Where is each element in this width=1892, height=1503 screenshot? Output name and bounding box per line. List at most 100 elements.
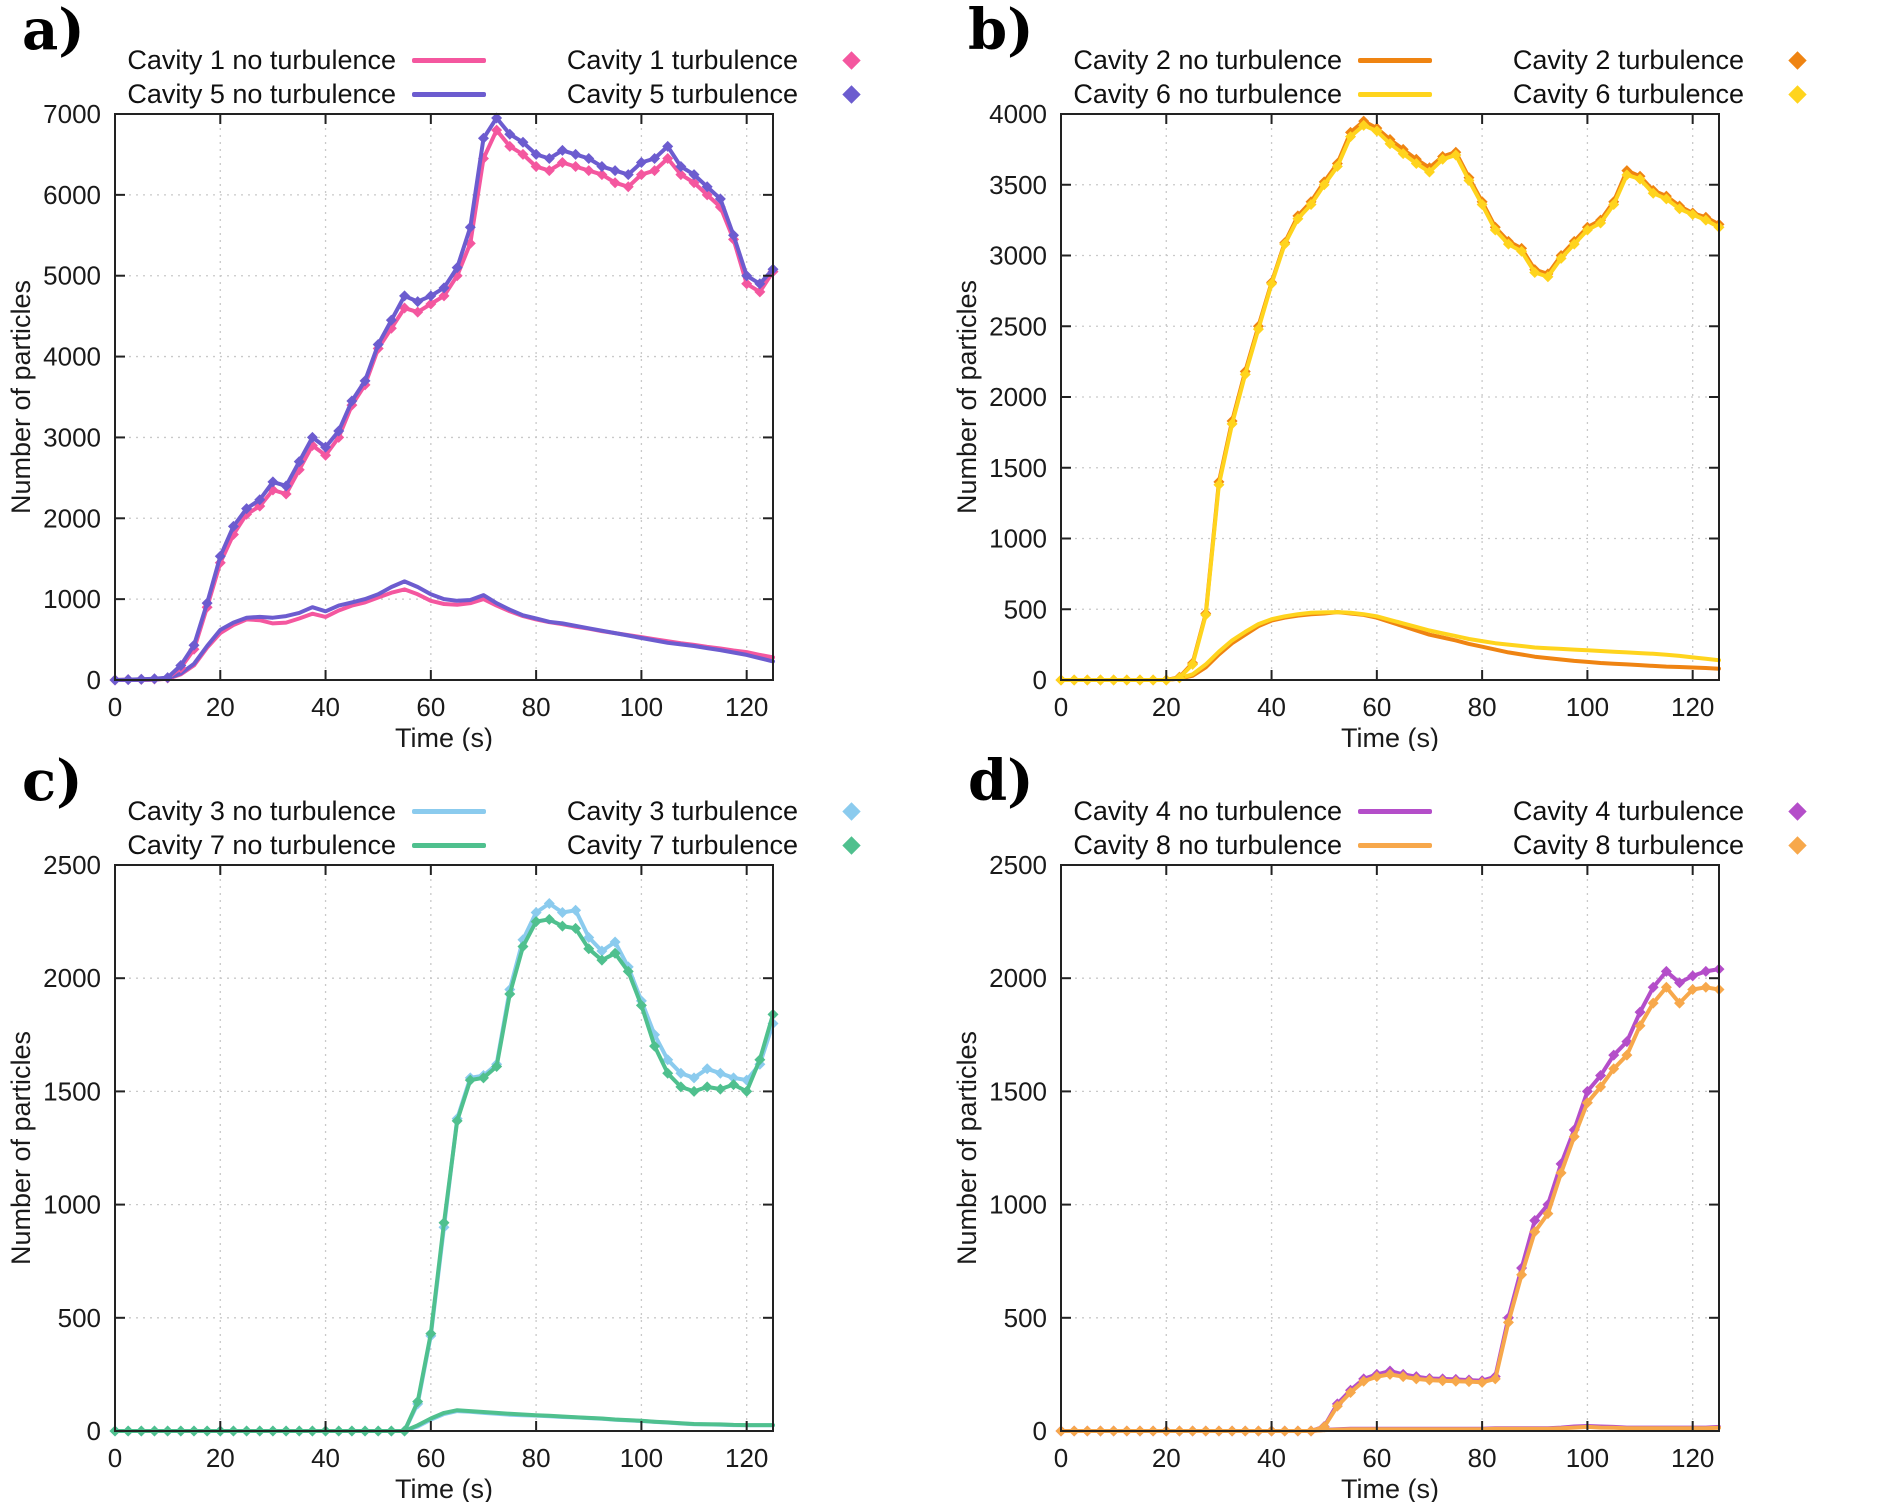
legend-c: Cavity 3 no turbulence Cavity 3 turbulenc… xyxy=(118,795,888,861)
diamond-marker-icon xyxy=(583,943,595,955)
x-tick-label: 20 xyxy=(1152,1443,1181,1473)
legend-line-swatch xyxy=(1358,91,1432,97)
diamond-marker-icon xyxy=(1252,323,1264,335)
legend-label: Cavity 7 no turbulence xyxy=(127,829,396,860)
y-tick-label: 2500 xyxy=(989,850,1047,880)
diamond-marker-icon xyxy=(675,1067,687,1079)
diamond-marker-icon xyxy=(1529,1214,1541,1226)
diamond-marker-icon xyxy=(1700,965,1712,977)
x-tick-label: 60 xyxy=(1362,692,1391,722)
diamond-marker-icon xyxy=(425,1328,437,1340)
diamond-marker-icon xyxy=(543,165,555,177)
y-tick-label: 5000 xyxy=(43,261,101,291)
diamond-marker-icon xyxy=(1200,609,1212,621)
diamond-marker-icon xyxy=(556,920,568,932)
x-tick-label: 80 xyxy=(522,692,551,722)
diamond-marker-icon xyxy=(293,456,305,468)
diamond-marker-icon xyxy=(543,152,555,164)
y-tick-label: 3000 xyxy=(43,422,101,452)
diamond-marker-icon xyxy=(1660,193,1672,205)
diamond-marker-icon xyxy=(570,922,582,934)
diamond-marker-icon xyxy=(596,169,608,181)
legend-item: Cavity 6 no turbulence xyxy=(1064,78,1432,110)
plot-border xyxy=(114,864,774,1432)
diamond-marker-icon xyxy=(412,306,424,318)
legend-label: Cavity 3 turbulence xyxy=(566,795,798,826)
legend-item: Cavity 7 turbulence xyxy=(520,829,888,861)
diamond-marker-icon xyxy=(662,140,674,152)
diamond-marker-icon xyxy=(649,152,661,164)
diamond-marker-icon xyxy=(280,480,292,492)
y-tick-label: 3000 xyxy=(989,241,1047,271)
x-tick-label: 60 xyxy=(1362,1443,1391,1473)
diamond-marker-icon xyxy=(1595,217,1607,229)
diamond-marker-icon xyxy=(491,112,503,124)
diamond-marker-icon xyxy=(517,934,529,946)
y-tick-label: 500 xyxy=(1004,594,1047,624)
diamond-marker-icon xyxy=(649,165,661,177)
diamond-marker-icon xyxy=(583,152,595,164)
x-tick-label: 100 xyxy=(620,692,663,722)
diamond-marker-icon xyxy=(1384,138,1396,150)
x-tick-label: 0 xyxy=(1054,1443,1068,1473)
diamond-marker-icon xyxy=(1187,658,1199,670)
diamond-marker-icon xyxy=(1279,238,1291,250)
plot-border xyxy=(1060,864,1720,1432)
diamond-marker-icon xyxy=(175,659,187,671)
diamond-marker-icon xyxy=(1529,1226,1541,1238)
diamond-marker-icon xyxy=(517,941,529,953)
diamond-marker-icon xyxy=(1568,238,1580,250)
y-tick-label: 2000 xyxy=(43,503,101,533)
diamond-marker-icon xyxy=(1621,1036,1633,1048)
diamond-marker-icon xyxy=(728,229,740,241)
diamond-marker-icon xyxy=(1423,1374,1435,1386)
series-line-d-2 xyxy=(1059,967,1721,1433)
diamond-marker-icon xyxy=(728,1072,740,1084)
diamond-marker-icon xyxy=(1318,179,1330,191)
diamond-marker-icon xyxy=(530,907,542,919)
diamond-marker-icon xyxy=(1555,1167,1567,1179)
diamond-marker-icon xyxy=(1437,1375,1449,1387)
diamond-marker-icon xyxy=(438,290,450,302)
diamond-marker-icon xyxy=(517,136,529,148)
diamond-marker-icon xyxy=(306,431,318,443)
diamond-marker-icon xyxy=(1450,149,1462,161)
diamond-marker-icon xyxy=(596,954,608,966)
y-tick-label: 1000 xyxy=(989,524,1047,554)
diamond-marker-icon xyxy=(267,476,279,488)
x-tick-label: 100 xyxy=(620,1443,663,1473)
diamond-marker-icon xyxy=(556,144,568,156)
diamond-marker-icon xyxy=(1660,981,1672,993)
diamond-marker-icon xyxy=(320,449,332,461)
y-tick-label: 4000 xyxy=(43,342,101,372)
diamond-marker-icon xyxy=(477,1072,489,1084)
diamond-marker-icon xyxy=(1318,1421,1330,1433)
panel-label-c: c) xyxy=(22,748,83,814)
legend-line-swatch xyxy=(412,842,486,848)
diamond-marker-icon xyxy=(491,124,503,136)
panel-label-d: d) xyxy=(968,748,1034,814)
diamond-marker-icon xyxy=(714,1067,726,1079)
diamond-marker-icon xyxy=(464,221,476,233)
diamond-marker-icon xyxy=(622,181,634,193)
diamond-marker-icon xyxy=(241,503,253,515)
diamond-marker-icon xyxy=(622,169,634,181)
panel-a: a) Cavity 1 no turbulence Cavity 1 turbule… xyxy=(0,0,946,751)
legend-item: Cavity 5 turbulence xyxy=(520,78,888,110)
x-tick-label: 40 xyxy=(1257,692,1286,722)
legend-item: Cavity 8 turbulence xyxy=(1466,829,1834,861)
diamond-marker-icon xyxy=(1410,158,1422,170)
y-tick-label: 1500 xyxy=(989,1076,1047,1106)
legend-label: Cavity 6 no turbulence xyxy=(1073,78,1342,109)
series-markers-c-3 xyxy=(109,913,779,1437)
diamond-marker-icon xyxy=(477,132,489,144)
x-tick-label: 20 xyxy=(206,1443,235,1473)
x-tick-label: 0 xyxy=(108,1443,122,1473)
y-tick-label: 1000 xyxy=(43,584,101,614)
legend-item: Cavity 3 no turbulence xyxy=(118,795,486,827)
legend-label: Cavity 7 turbulence xyxy=(566,829,798,860)
series-line-b-2 xyxy=(1059,119,1721,682)
diamond-marker-icon xyxy=(1384,1368,1396,1380)
diamond-marker-icon xyxy=(609,177,621,189)
diamond-marker-icon xyxy=(451,262,463,274)
